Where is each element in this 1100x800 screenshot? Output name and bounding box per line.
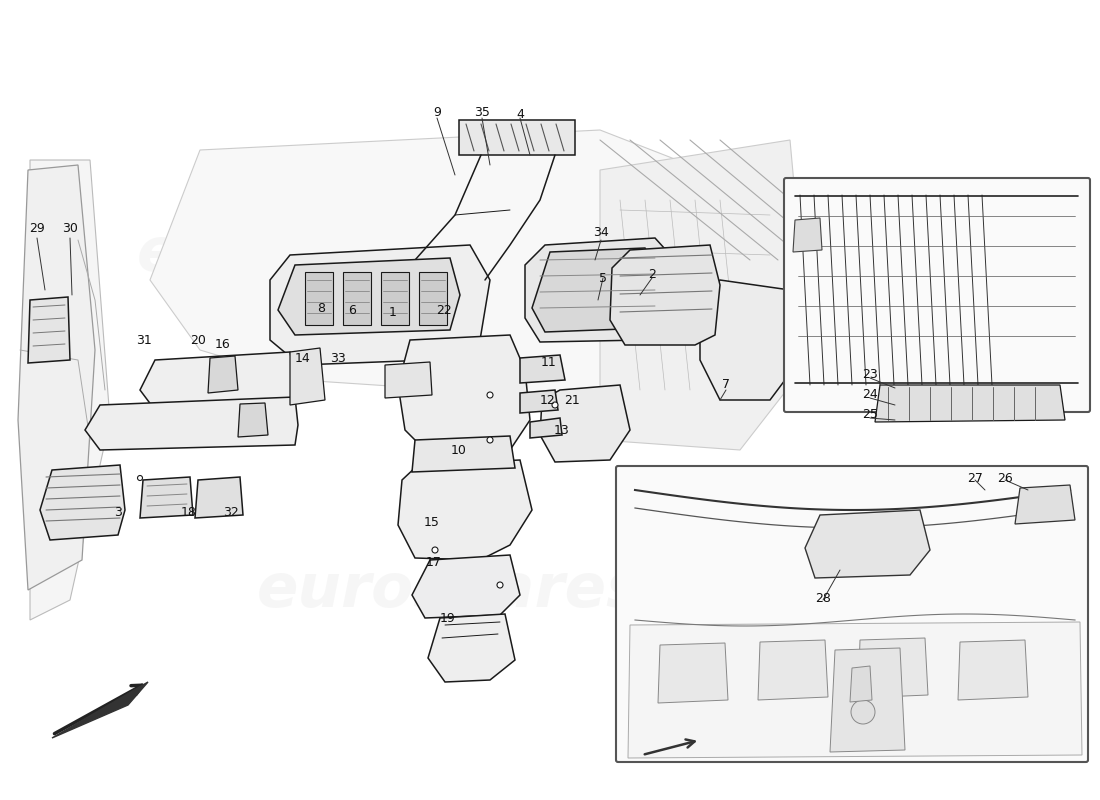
Text: 1: 1 [389,306,397,318]
Text: 16: 16 [216,338,231,351]
Text: 34: 34 [593,226,609,239]
Circle shape [487,392,493,398]
Polygon shape [85,397,298,450]
Text: 8: 8 [317,302,324,314]
Text: 7: 7 [722,378,730,391]
Polygon shape [40,465,125,540]
Circle shape [552,402,558,408]
Polygon shape [278,258,460,335]
Text: 11: 11 [541,357,557,370]
Text: 14: 14 [295,351,311,365]
Text: 18: 18 [182,506,197,518]
Polygon shape [398,460,532,560]
Polygon shape [600,140,810,450]
Text: 12: 12 [540,394,556,406]
Text: 13: 13 [554,423,570,437]
Text: 32: 32 [223,506,239,519]
Text: 23: 23 [862,369,878,382]
Polygon shape [290,348,324,405]
Text: 9: 9 [433,106,441,118]
Polygon shape [830,648,905,752]
Polygon shape [758,640,828,700]
Polygon shape [525,238,675,342]
Polygon shape [412,436,515,472]
Polygon shape [195,477,243,518]
Text: 26: 26 [997,471,1013,485]
Polygon shape [238,403,268,437]
Text: 3: 3 [114,506,122,518]
Text: 31: 31 [136,334,152,346]
Text: 15: 15 [425,515,440,529]
Polygon shape [658,643,728,703]
Circle shape [432,547,438,553]
Polygon shape [520,390,558,413]
Text: 35: 35 [474,106,490,118]
Polygon shape [150,130,800,400]
Text: 2: 2 [648,269,656,282]
Text: 28: 28 [815,591,830,605]
Text: 27: 27 [967,471,983,485]
Polygon shape [793,218,822,252]
Polygon shape [700,280,800,400]
Polygon shape [208,356,238,393]
Polygon shape [398,335,530,455]
Polygon shape [52,682,148,738]
Polygon shape [270,245,490,365]
Text: 6: 6 [348,303,356,317]
Polygon shape [140,352,295,410]
Text: eurospares: eurospares [256,561,644,619]
Text: eurospares: eurospares [136,226,524,285]
Polygon shape [958,640,1028,700]
Polygon shape [628,622,1082,758]
Text: 5: 5 [600,271,607,285]
Circle shape [138,475,143,481]
Text: 24: 24 [862,389,878,402]
Polygon shape [412,555,520,618]
Polygon shape [385,362,432,398]
Text: 10: 10 [451,443,466,457]
Circle shape [851,700,874,724]
Polygon shape [1015,485,1075,524]
Polygon shape [28,297,70,363]
Polygon shape [874,385,1065,422]
Text: 25: 25 [862,409,878,422]
Text: 17: 17 [426,557,442,570]
Polygon shape [532,248,658,332]
Text: 29: 29 [29,222,45,234]
Polygon shape [305,272,333,325]
Polygon shape [858,638,928,698]
Text: 33: 33 [330,351,345,365]
Polygon shape [850,666,872,702]
Polygon shape [520,355,565,383]
Text: 4: 4 [516,109,524,122]
Polygon shape [419,272,447,325]
Polygon shape [610,245,720,345]
Polygon shape [381,272,409,325]
Text: 20: 20 [190,334,206,346]
Polygon shape [18,165,95,590]
Polygon shape [540,385,630,462]
Polygon shape [30,160,110,620]
Text: 22: 22 [436,303,452,317]
Text: 21: 21 [564,394,580,406]
FancyBboxPatch shape [616,466,1088,762]
Polygon shape [805,510,929,578]
Polygon shape [140,477,192,518]
Polygon shape [428,614,515,682]
Polygon shape [343,272,371,325]
Text: 19: 19 [440,611,455,625]
Circle shape [487,437,493,443]
Polygon shape [530,418,562,438]
FancyBboxPatch shape [784,178,1090,412]
Text: 30: 30 [62,222,78,234]
Polygon shape [459,120,575,155]
Circle shape [497,582,503,588]
